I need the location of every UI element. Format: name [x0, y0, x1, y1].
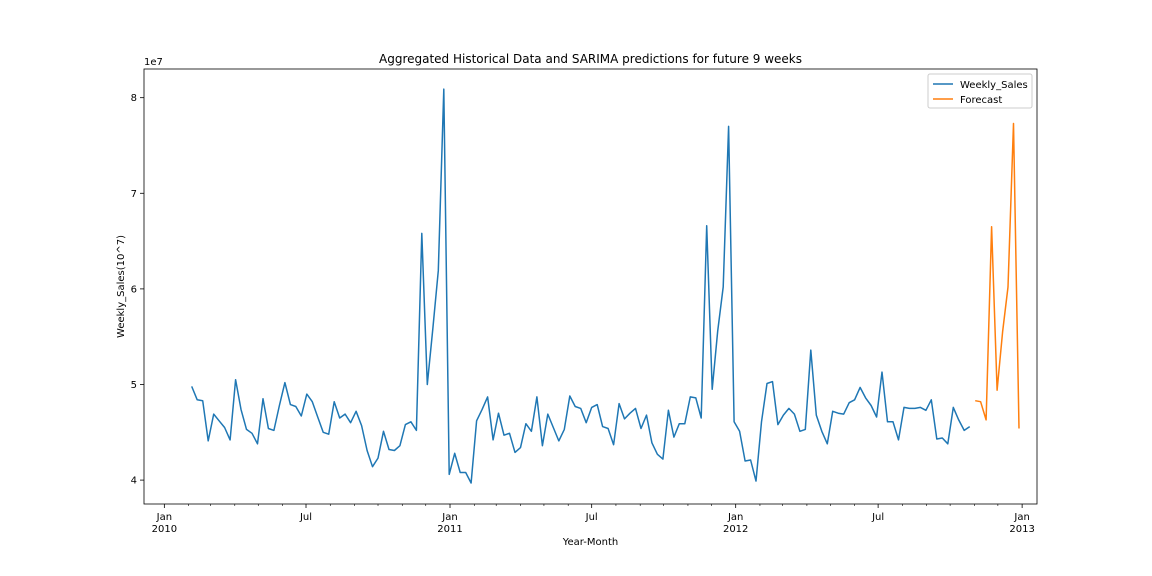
series-line-forecast: [975, 122, 1020, 429]
chart-title: Aggregated Historical Data and SARIMA pr…: [379, 52, 802, 66]
legend: Weekly_Sales Forecast: [927, 73, 1033, 109]
y-axis-label: Weekly_Sales(10^7): [116, 235, 127, 338]
legend-box: [927, 73, 1033, 109]
x-tick-year-label: 2013: [1009, 524, 1034, 535]
x-tick-year-label: 2010: [152, 524, 177, 535]
x-tick-label: Jan: [156, 512, 172, 523]
x-tick-year-label: 2011: [437, 524, 462, 535]
y-tick-label: 7: [131, 189, 137, 200]
y-tick-label: 6: [131, 284, 137, 295]
x-tick-label: Jan: [727, 512, 743, 523]
x-tick-label: Jul: [585, 512, 598, 523]
x-tick-label: Jan: [1013, 512, 1029, 523]
y-tick-label: 8: [131, 93, 137, 104]
legend-label-forecast: Forecast: [960, 95, 1002, 106]
plot-area: [143, 68, 1038, 505]
y-tick-label: 5: [131, 380, 137, 391]
x-tick-year-label: 2012: [723, 524, 748, 535]
y-offset-label: 1e7: [144, 57, 163, 68]
x-axis-label: Year-Month: [562, 537, 618, 548]
x-tick-label: Jan: [441, 512, 457, 523]
series-layer: [191, 88, 1020, 484]
x-tick-label: Jul: [871, 512, 884, 523]
y-tick-label: 4: [131, 476, 137, 487]
series-line-weekly-sales: [191, 88, 971, 484]
x-tick-label: Jul: [299, 512, 312, 523]
legend-label-weekly-sales: Weekly_Sales: [960, 80, 1028, 91]
